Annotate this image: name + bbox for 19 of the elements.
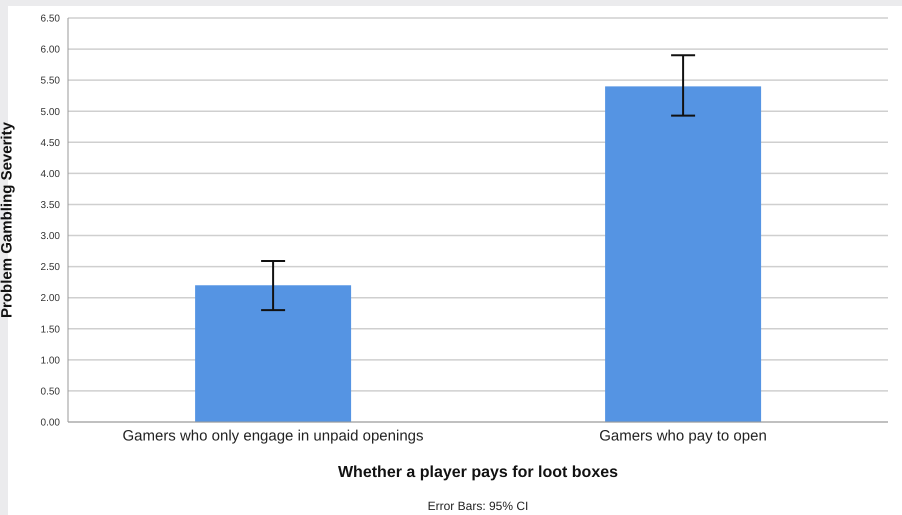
x-tick-label: Gamers who pay to open [599,428,767,445]
y-tick-label: 4.50 [40,138,60,149]
y-tick-label: 4.00 [40,168,60,180]
x-tick-label: Gamers who only engage in unpaid openings [122,428,424,445]
y-tick-label: 6.50 [40,14,60,25]
y-tick-label: 0.00 [40,418,60,429]
y-axis-title: Problem Gambling Severity [0,121,16,318]
y-tick-label: 2.50 [40,262,60,274]
y-tick-label: 5.00 [40,106,60,118]
y-tick-label: 1.00 [40,355,60,366]
y-tick-label: 3.50 [40,200,60,212]
y-tick-label: 0.50 [40,386,60,398]
y-tick-label: 6.00 [40,44,60,56]
y-tick-label: 3.00 [40,231,60,242]
y-tick-label: 1.50 [40,324,60,336]
text: Error Bars: 95% CI [426,499,530,513]
y-tick-label: 5.50 [40,76,60,87]
y-tick-label: 2.00 [40,293,60,304]
x-axis-title: Whether a player pays for loot boxes [336,464,620,482]
